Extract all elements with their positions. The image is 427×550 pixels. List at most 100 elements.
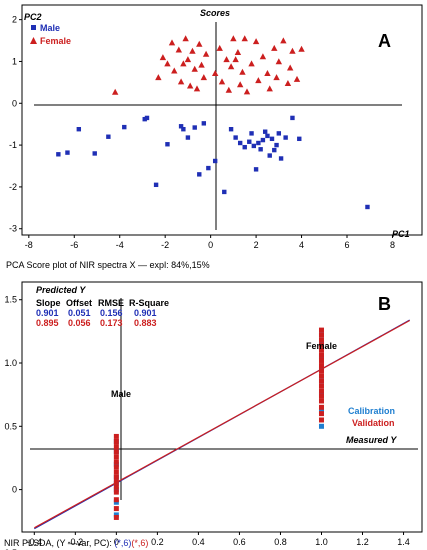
panel-b-y-tick-label: -0.5: [1, 548, 17, 550]
stats-cal-rsquare: 0.901: [134, 308, 157, 318]
legend-female-marker: [30, 37, 37, 44]
female-point: [248, 60, 255, 67]
validation-point: [318, 417, 324, 423]
stats-val-rmse: 0.173: [100, 318, 123, 328]
male-point: [256, 140, 261, 146]
panel-b-points: [113, 327, 324, 520]
calibration-point: [318, 423, 324, 429]
male-point: [206, 165, 211, 171]
female-point: [168, 39, 176, 46]
male-point: [165, 142, 170, 147]
calibration-point: [113, 487, 119, 493]
stats-header-offset: Offset: [66, 298, 92, 308]
stats-header-rmse: RMSE: [98, 298, 124, 308]
panel-a-y-tick-label: 2: [12, 15, 17, 25]
validation-point: [113, 474, 119, 480]
validation-point: [318, 332, 324, 338]
male-point: [274, 142, 279, 148]
legend-female-label: Female: [40, 36, 71, 46]
male-point: [212, 158, 218, 164]
panel-b-caption-val: (*,6): [131, 538, 148, 548]
panel-b-x-tick-label: 1.0: [315, 537, 328, 547]
panel-a-y-ticks: 2 1 0 -1 -2 -3: [9, 15, 22, 234]
female-point: [189, 47, 196, 54]
male-point: [237, 140, 243, 146]
stats-table: Slope Offset RMSE R-Square 0.901 0.051 0…: [36, 298, 169, 328]
calibration-point: [318, 408, 324, 414]
stats-val-rsquare: 0.883: [134, 318, 157, 328]
panel-a-x-tick-label: 0: [208, 240, 213, 250]
validation-point: [113, 438, 119, 444]
validation-point: [113, 464, 119, 470]
female-point: [159, 54, 167, 61]
calibration-point: [113, 512, 119, 518]
validation-point: [318, 383, 324, 389]
male-point: [272, 147, 277, 153]
male-point: [247, 139, 252, 144]
female-point: [182, 35, 189, 42]
panel-b-x-ticks: -0.4 -0.2 0 0.2 0.4 0.6 0.8 1.0 1.2 1.4: [27, 532, 410, 547]
male-point: [197, 172, 202, 177]
male-point: [262, 129, 268, 134]
panel-b-frame: [21, 281, 423, 533]
validation-point: [318, 347, 324, 353]
female-point: [234, 49, 242, 56]
panel-b-x-tick-label: -0.2: [68, 537, 84, 547]
female-point: [227, 63, 235, 70]
male-point: [181, 127, 186, 132]
male-point: [222, 189, 227, 195]
male-point: [276, 131, 282, 136]
validation-point: [113, 497, 119, 503]
validation-point: [113, 506, 119, 512]
panel-b-letter: B: [378, 294, 391, 314]
panel-a-y-tick-label: 1: [12, 56, 17, 66]
male-point: [251, 143, 257, 149]
validation-point: [318, 363, 324, 369]
validation-point: [113, 459, 119, 465]
male-point: [228, 127, 234, 132]
panel-a-x-ticks: -8 -6 -4 -2 0 2 4 6 8: [25, 235, 395, 250]
male-point: [76, 127, 82, 132]
male-point: [297, 136, 302, 142]
panel-a-letter: A: [378, 31, 391, 51]
male-point: [56, 152, 61, 157]
panel-a-x-tick-label: 2: [254, 240, 259, 250]
panel-b-caption: NIR PLSDA, (Y —var, PC): (*,6)(*,6): [4, 538, 148, 548]
panel-b: 1.51.00.50-0.5 -0.4-0.200.20.40.60.81.01…: [1, 281, 423, 550]
panel-a-y-tick-label: 0: [12, 98, 17, 108]
validation-point: [318, 327, 324, 333]
female-point: [211, 69, 219, 76]
female-point: [198, 61, 205, 68]
panel-b-x-tick-label: 1.4: [397, 537, 410, 547]
female-point: [264, 69, 271, 76]
female-point: [225, 86, 233, 93]
female-point: [191, 65, 198, 72]
male-point: [365, 204, 370, 210]
female-point: [111, 88, 119, 95]
validation-point: [113, 484, 119, 490]
female-point: [266, 85, 273, 92]
panel-b-caption-cal: (*,6): [114, 538, 131, 548]
class-label-female: Female: [306, 341, 337, 351]
panel-b-x-label: Measured Y: [346, 435, 397, 445]
male-point: [260, 137, 266, 143]
male-point: [269, 136, 275, 142]
panel-a-x-tick-label: 6: [344, 240, 349, 250]
female-point: [243, 88, 251, 95]
regression-line: [34, 319, 410, 529]
class-label-male: Male: [111, 389, 131, 399]
panel-a: 2 1 0 -1 -2 -3 -8 -6 -4 -2 0 2 4 6 8 Scores PC2 PC1 A…: [6, 4, 423, 270]
female-point: [252, 38, 260, 45]
legend-male-label: Male: [40, 23, 60, 33]
validation-point: [318, 373, 324, 379]
female-point: [223, 56, 230, 63]
validation-point: [318, 398, 324, 404]
female-point: [216, 44, 223, 51]
validation-point: [318, 393, 324, 399]
male-point: [65, 150, 70, 155]
male-point: [249, 131, 254, 136]
panel-a-title: Scores: [200, 8, 230, 18]
female-point: [155, 74, 162, 81]
